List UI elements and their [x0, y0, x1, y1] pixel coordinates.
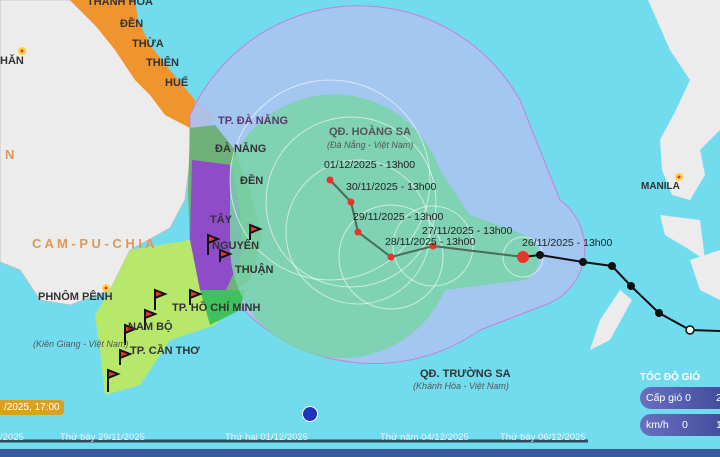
label-thien: THIÊN — [146, 57, 179, 69]
label-thuan: THUẬN — [235, 264, 274, 276]
past-track-points — [536, 251, 663, 317]
forecast-label: 27/11/2025 - 13h00 — [422, 225, 513, 237]
wind-unit-value: 0 — [682, 419, 688, 431]
label-campuchia: C A M - P U - C H I A — [32, 236, 155, 251]
timeline-tick[interactable]: /2025 — [0, 432, 24, 443]
wind-scale-label: Cấp gió 0 — [646, 392, 691, 404]
label-kien-giang: (Kiên Giang - Việt Nam) — [33, 339, 129, 349]
label-tp-da-nang: TP. ĐÀ NẴNG — [218, 115, 289, 127]
wind-unit-next: 1 — [716, 419, 720, 431]
wind-legend-title: TỐC ĐỘ GIÓ — [640, 372, 700, 383]
wind-unit-label: km/h — [646, 419, 669, 431]
label-manila: MANILA — [641, 181, 680, 192]
label-tay: TÂY — [210, 214, 232, 226]
past-track-point-open — [685, 325, 695, 335]
label-thanh-hoa: THANH HÓA — [87, 0, 153, 8]
label-thua: THỪA — [132, 38, 164, 50]
region-southern — [95, 240, 240, 395]
forecast-track — [329, 179, 524, 259]
label-den: ĐỀN — [120, 18, 144, 30]
forecast-label: 29/11/2025 - 13h00 — [353, 211, 444, 223]
wind-scale-next: 2 — [716, 392, 720, 404]
land-philippines — [648, 0, 720, 200]
strong-wind-zone — [230, 94, 540, 359]
region-highlands — [190, 160, 242, 295]
label-den-2: ĐỀN — [240, 175, 264, 187]
forecast-label: 28/11/2025 - 13h00 — [385, 236, 476, 248]
timeline-play-handle[interactable] — [302, 406, 318, 422]
timeline-tick[interactable]: Thứ bảy 06/12/2025 — [500, 432, 586, 443]
forecast-label: 26/11/2025 - 13h00 — [522, 237, 613, 249]
timeline-footer — [0, 449, 720, 457]
forecast-label: 30/11/2025 - 13h00 — [346, 181, 437, 193]
timeline-tick[interactable]: Thứ hai 01/12/2025 — [225, 432, 308, 443]
timeline-tick[interactable]: Thứ bảy 29/11/2025 — [60, 432, 145, 443]
label-nam-bo: NAM BỘ — [128, 321, 173, 333]
label-phnom-penh: PHNÔM PÊNH — [38, 291, 113, 303]
land-philippines-south — [590, 215, 720, 350]
label-nguyen: NGUYÊN — [212, 240, 260, 252]
label-vientiane: HĂN — [0, 55, 24, 67]
storm-icon — [517, 251, 529, 263]
label-can-tho: TP. CẦN THƠ — [130, 345, 200, 357]
label-hoang-sa-sub: (Đà Nẵng - Việt Nam) — [327, 140, 414, 150]
wind-scale-legend[interactable]: Cấp gió 0 2 — [640, 387, 720, 409]
forecast-points — [326, 176, 529, 263]
timeline-current-time: /2025, 17:00 — [0, 400, 64, 415]
past-track — [522, 253, 720, 332]
wind-flags — [107, 223, 263, 392]
timeline-tick[interactable]: Thứ năm 04/12/2025 — [380, 432, 469, 443]
label-hoang-sa: QĐ. HOÀNG SA — [329, 126, 411, 138]
label-truong-sa-sub: (Khánh Hòa - Việt Nam) — [413, 381, 509, 391]
label-ho-chi-minh: TP. HỒ CHÍ MINH — [172, 302, 261, 314]
region-central-coast — [70, 0, 200, 128]
label-laos: N — [5, 147, 15, 162]
label-da-nang: ĐÀ NẴNG — [215, 143, 267, 155]
label-truong-sa: QĐ. TRƯỜNG SA — [420, 368, 511, 380]
forecast-label: 01/12/2025 - 13h00 — [324, 159, 416, 171]
label-hue: HUẾ — [165, 77, 189, 89]
wind-speed-legend[interactable]: km/h 0 1 — [640, 414, 720, 436]
region-hcm — [200, 290, 245, 325]
